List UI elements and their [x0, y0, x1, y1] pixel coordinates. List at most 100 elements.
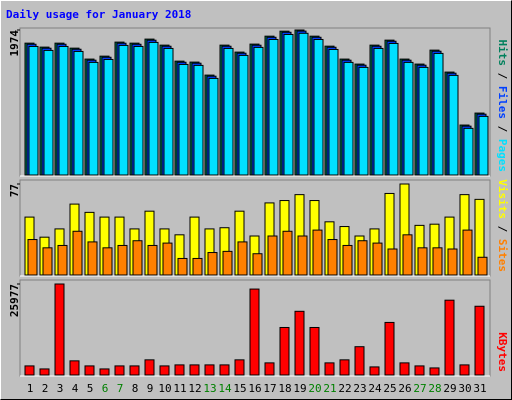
bar: [268, 38, 279, 176]
bar: [174, 364, 185, 376]
x-tick-label: 29: [443, 382, 456, 395]
bar: [478, 115, 489, 176]
bar: [148, 41, 159, 176]
legend-entry: Visits: [496, 179, 509, 219]
x-tick-label: 14: [218, 382, 232, 395]
legend-separator: /: [496, 66, 509, 86]
bar: [117, 244, 128, 276]
x-tick-label: 1: [27, 382, 34, 395]
bar: [462, 229, 473, 276]
bar: [207, 252, 218, 276]
bar: [388, 42, 399, 176]
bar: [54, 283, 65, 376]
chart-title: Daily usage for January 2018: [6, 8, 191, 21]
bar: [283, 33, 294, 176]
bar: [282, 230, 293, 276]
bar: [222, 250, 233, 276]
bar: [342, 244, 353, 276]
bar: [463, 127, 474, 176]
bar: [234, 359, 245, 376]
bar: [147, 244, 158, 276]
bar: [477, 256, 488, 276]
bar: [189, 364, 200, 376]
bar: [358, 66, 369, 176]
bar: [57, 244, 68, 276]
bar: [99, 368, 110, 376]
bar: [417, 247, 428, 276]
bar: [384, 321, 395, 376]
bar: [103, 58, 114, 176]
bar: [87, 241, 98, 276]
legend: Hits / Files / Pages: [496, 40, 509, 173]
x-tick-label: 20: [308, 382, 321, 395]
bar: [448, 74, 459, 176]
bar: [313, 38, 324, 176]
bar: [28, 45, 39, 176]
legend-entry: Hits: [496, 40, 509, 67]
bar: [238, 54, 249, 176]
bar: [459, 364, 470, 376]
x-tick-label: 10: [158, 382, 171, 395]
bar: [88, 61, 99, 176]
legend-separator: /: [496, 119, 509, 139]
bar: [429, 367, 440, 376]
legend: Visits / Sites: [496, 179, 509, 272]
legend-separator: /: [496, 219, 509, 239]
bar: [118, 44, 129, 176]
x-tick-label: 19: [293, 382, 306, 395]
x-tick-label: 23: [353, 382, 366, 395]
bar: [237, 241, 248, 276]
bar: [129, 365, 140, 376]
legend-entry: Pages: [496, 139, 509, 172]
bar: [399, 362, 410, 376]
bar: [39, 368, 50, 376]
bar: [354, 346, 365, 376]
bar: [178, 63, 189, 176]
x-tick-label: 12: [188, 382, 201, 395]
bar: [432, 247, 443, 276]
bar: [418, 66, 429, 176]
bar: [357, 240, 368, 276]
bar: [327, 239, 338, 276]
bar: [192, 257, 203, 276]
bar: [294, 310, 305, 376]
bar: [219, 364, 230, 376]
bar: [312, 229, 323, 276]
bar: [177, 257, 188, 276]
bar: [144, 359, 155, 376]
x-tick-label: 25: [383, 382, 396, 395]
bar: [328, 48, 339, 176]
bar: [208, 77, 219, 176]
x-tick-label: 21: [323, 382, 336, 395]
bar: [298, 32, 309, 176]
bar: [444, 299, 455, 376]
bar: [264, 362, 275, 376]
bar: [339, 359, 350, 376]
bar: [414, 365, 425, 376]
bar: [372, 242, 383, 276]
bar: [159, 365, 170, 376]
bar: [69, 360, 80, 376]
legend-entry: Sites: [496, 239, 509, 272]
bar: [43, 49, 54, 176]
bar: [73, 50, 84, 176]
bar: [253, 46, 264, 176]
bar: [324, 362, 335, 376]
bar: [369, 366, 380, 376]
bar: [267, 235, 278, 276]
bar: [474, 305, 485, 376]
x-tick-label: 27: [413, 382, 426, 395]
x-tick-label: 26: [398, 382, 411, 395]
bar: [403, 61, 414, 176]
bar: [402, 234, 413, 276]
bar: [204, 364, 215, 376]
y-tick-label: 1974: [8, 30, 21, 57]
x-tick-label: 7: [117, 382, 124, 395]
y-tick-label: 77: [8, 184, 21, 197]
bar: [279, 326, 290, 376]
y-tick-label: 25977: [8, 284, 21, 317]
bar: [114, 365, 125, 376]
legend-entry: KBytes: [496, 332, 509, 372]
bar: [162, 242, 173, 276]
